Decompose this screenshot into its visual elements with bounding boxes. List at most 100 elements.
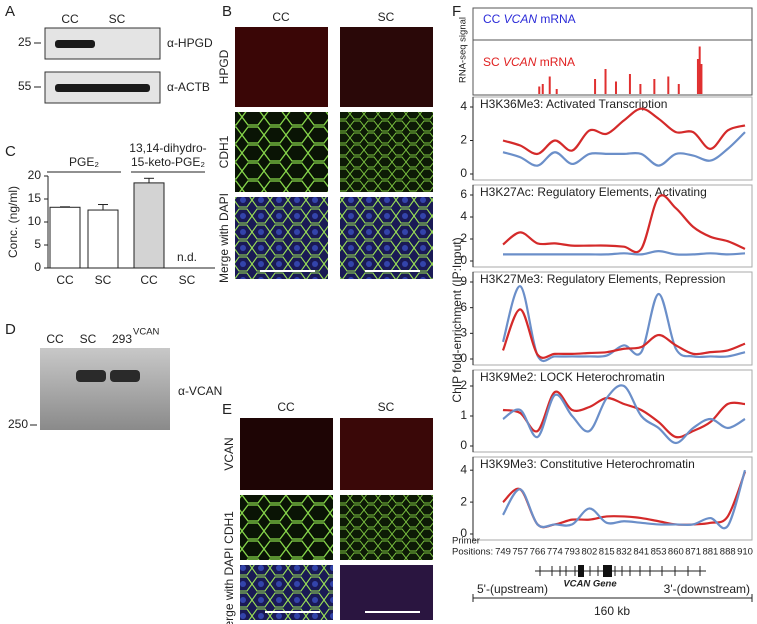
- y-tick-label: 0: [460, 253, 467, 267]
- row-label: CDH1: [217, 135, 231, 168]
- primer-label: Primer: [452, 536, 480, 547]
- track-label: RNA-seq signal: [458, 17, 469, 83]
- y-tick-label: 4: [460, 99, 467, 113]
- y-tick-label: 4: [460, 462, 467, 476]
- lane-label: SC: [80, 332, 97, 346]
- x-tick-label: CC: [140, 273, 158, 287]
- signal-bar: [653, 79, 656, 94]
- y-axis-label: ChIP fold-enrichment (IP:Input): [450, 237, 464, 402]
- signal-bar: [548, 76, 551, 94]
- panel-label: A: [5, 3, 15, 20]
- primer-label: Positions:: [452, 547, 493, 558]
- legend-entry: SC VCAN mRNA: [483, 55, 575, 69]
- y-tick-label: 6: [460, 187, 467, 201]
- y-tick-label: 0: [460, 166, 467, 180]
- row-label: VCAN: [222, 437, 236, 470]
- band: [55, 40, 95, 48]
- marker: 55: [18, 79, 32, 93]
- legend-part: SC: [483, 55, 503, 69]
- x-tick-label: 910: [737, 547, 753, 558]
- signal-bar: [667, 76, 670, 94]
- y-tick-label: 0: [460, 351, 467, 365]
- band: [110, 370, 140, 382]
- row-label: HPGD: [217, 49, 231, 84]
- line: [502, 469, 747, 530]
- line: [502, 194, 746, 254]
- signal-bar: [541, 84, 544, 94]
- y-tick-label: 0: [34, 260, 41, 274]
- y-axis-label: Conc. (ng/ml): [6, 186, 20, 258]
- signal-bar: [639, 84, 642, 94]
- legend-entry: CC VCAN mRNA: [483, 12, 576, 26]
- y-tick-label: 10: [28, 214, 42, 228]
- antibody: α-ACTB: [167, 80, 210, 94]
- signal-bar: [628, 74, 631, 94]
- x-tick-label: 793: [564, 547, 580, 558]
- group-label: 15-keto-PGE₂: [131, 155, 205, 169]
- chart-title: H3K27Me3: Regulatory Elements, Repressio…: [480, 272, 725, 286]
- signal-bar: [604, 69, 607, 94]
- line: [502, 107, 746, 156]
- track-box: [472, 7, 753, 96]
- chart-title: H3K36Me3: Activated Transcription: [480, 97, 667, 111]
- micrograph: [235, 112, 328, 192]
- panel-label: C: [5, 143, 16, 160]
- signal-bar: [538, 86, 541, 94]
- region-label: 5'-(upstream): [477, 582, 548, 596]
- column-label: SC: [378, 400, 395, 414]
- x-tick-label: SC: [95, 273, 112, 287]
- line: [502, 131, 746, 167]
- y-tick-label: 6: [460, 300, 467, 314]
- micrograph: [240, 418, 333, 490]
- x-tick-label: 881: [702, 547, 718, 558]
- panel-label: F: [452, 3, 461, 20]
- signal-bar: [677, 84, 680, 94]
- panel-label: D: [5, 321, 16, 338]
- micrograph: [340, 495, 433, 560]
- legend-part: VCAN: [504, 12, 538, 26]
- line: [502, 390, 746, 439]
- y-tick-label: 15: [28, 191, 42, 205]
- region-label: 3'-(downstream): [664, 582, 750, 596]
- panel-label: E: [222, 401, 232, 418]
- y-tick-label: 1: [460, 408, 467, 422]
- bar: [133, 182, 165, 269]
- signal-bar: [700, 64, 703, 94]
- bar: [49, 206, 81, 269]
- antibody: α-VCAN: [178, 384, 222, 398]
- lane-label: 293: [112, 332, 132, 346]
- row-label: Merge with DAPI: [222, 547, 236, 624]
- group-label: PGE₂: [69, 155, 99, 169]
- legend-part: mRNA: [537, 12, 576, 26]
- signal-bar: [698, 46, 701, 94]
- x-tick-label: 853: [651, 547, 667, 558]
- antibody: α-HPGD: [167, 36, 213, 50]
- y-tick-label: 3: [460, 326, 467, 340]
- y-tick-label: 9: [460, 274, 467, 288]
- line: [501, 308, 746, 359]
- y-tick-label: 2: [460, 494, 467, 508]
- y-tick-label: 0: [460, 438, 467, 452]
- x-tick-label: 757: [512, 547, 528, 558]
- micrograph: [340, 565, 433, 620]
- micrograph: [235, 27, 328, 107]
- legend-part: CC: [483, 12, 504, 26]
- legend-part: VCAN: [503, 55, 537, 69]
- y-tick-label: 0: [460, 526, 467, 540]
- line: [501, 285, 746, 363]
- micrograph: [340, 112, 433, 192]
- exon-block: [578, 565, 584, 577]
- x-tick-label: 888: [720, 547, 736, 558]
- group-label: 13,14-dihydro-: [129, 141, 206, 155]
- superscript: VCAN: [133, 327, 160, 338]
- line: [502, 249, 746, 256]
- legend-part: mRNA: [536, 55, 575, 69]
- signal-bar: [696, 59, 699, 94]
- x-tick-label: 802: [581, 547, 597, 558]
- x-tick-label: 841: [633, 547, 649, 558]
- chart-title: H3K9Me2: LOCK Heterochromatin: [480, 370, 665, 384]
- marker: 25: [18, 35, 32, 49]
- x-tick-label: 871: [685, 547, 701, 558]
